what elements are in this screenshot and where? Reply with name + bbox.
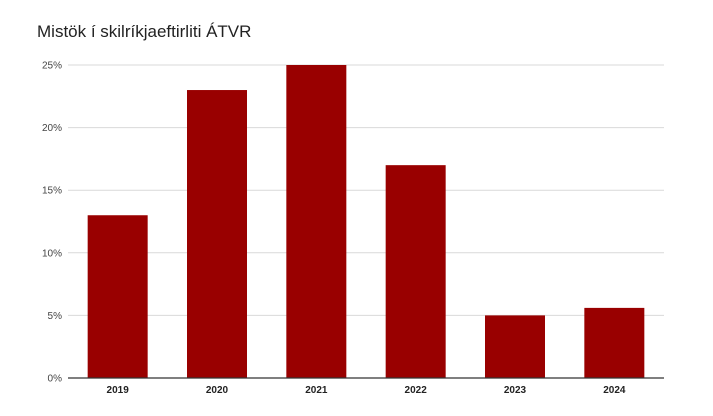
x-tick-label: 2021: [305, 385, 328, 396]
bar-2021: [286, 65, 347, 378]
bar-2023: [485, 315, 545, 378]
x-tick-label: 2019: [107, 385, 130, 396]
x-tick-label: 2023: [504, 385, 527, 396]
x-tick-label: 2024: [603, 385, 626, 396]
x-tick-label: 2022: [405, 385, 428, 396]
bar-2024: [584, 307, 645, 378]
y-tick-label: 25%: [42, 61, 62, 72]
bar-2020: [187, 90, 247, 378]
y-tick-label: 5%: [48, 311, 63, 322]
chart-title: Mistök í skilríkjaeftirliti ÁTVR: [37, 22, 252, 41]
y-tick-label: 0%: [48, 374, 63, 385]
y-tick-label: 10%: [42, 248, 62, 259]
bar-2022: [385, 165, 446, 378]
bar-2019: [87, 215, 148, 378]
x-tick-label: 2020: [206, 385, 229, 396]
y-tick-label: 20%: [42, 123, 62, 134]
y-tick-label: 15%: [42, 186, 62, 197]
